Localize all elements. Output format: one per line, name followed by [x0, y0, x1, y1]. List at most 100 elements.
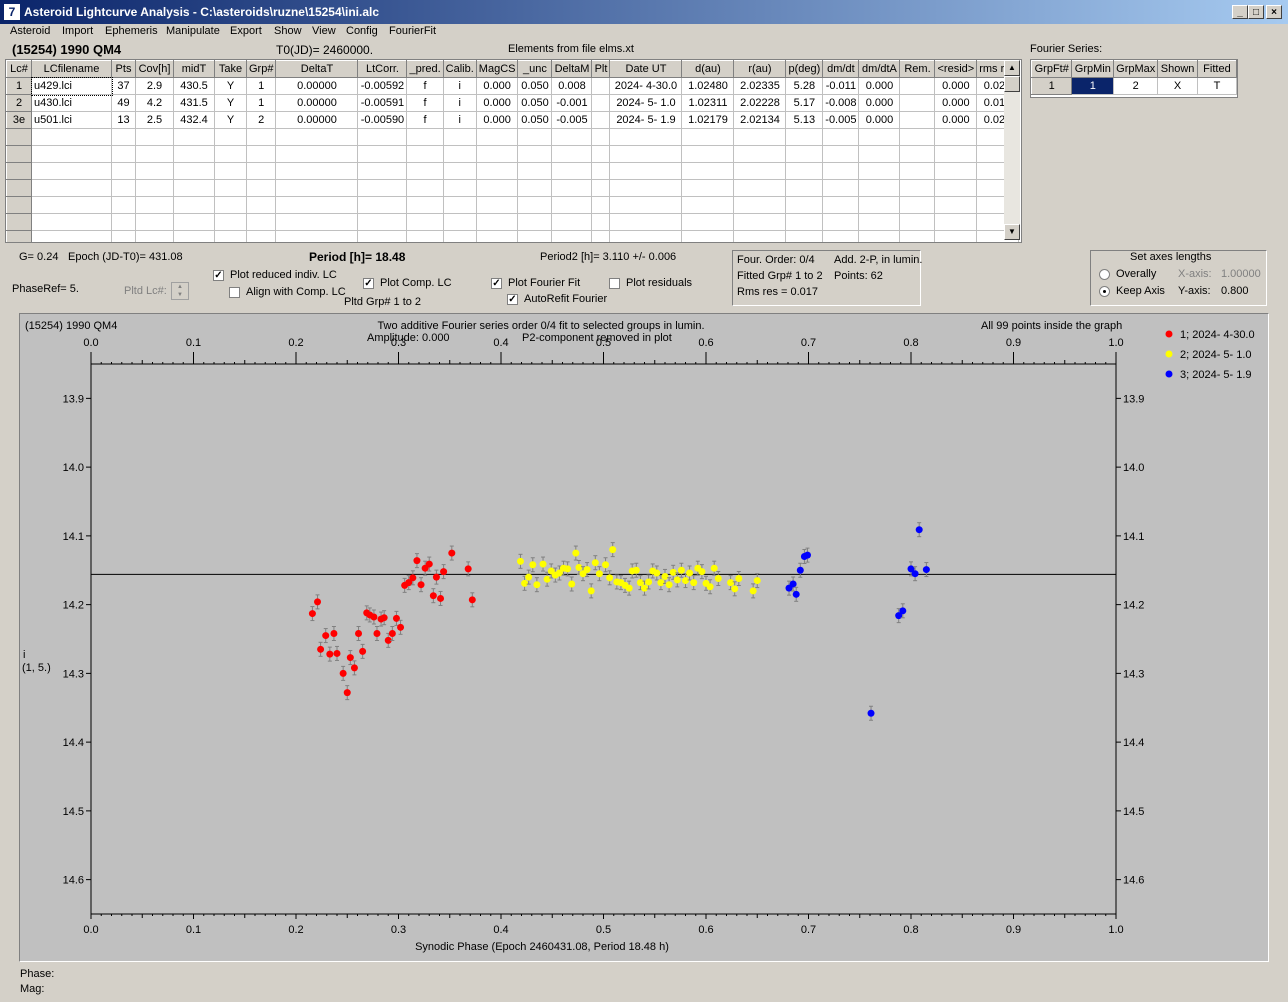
lc-cell[interactable]: i	[442, 77, 477, 95]
lc-cell[interactable]	[31, 213, 112, 231]
lc-cell[interactable]: i	[442, 94, 477, 112]
lc-row-header[interactable]	[6, 196, 32, 214]
lc-cell[interactable]	[609, 196, 683, 214]
lc-cell[interactable]: -0.00590	[357, 111, 408, 129]
lc-cell[interactable]	[173, 179, 215, 197]
lc-cell[interactable]	[406, 128, 444, 146]
lc-cell[interactable]	[135, 128, 174, 146]
lc-col-header[interactable]: midT	[173, 60, 215, 78]
lc-cell[interactable]	[135, 196, 174, 214]
lc-cell[interactable]: 0.050	[517, 111, 553, 129]
lc-cell[interactable]: -0.001	[551, 94, 593, 112]
scroll-up-icon[interactable]: ▲	[1004, 60, 1020, 76]
lc-cell[interactable]	[111, 128, 136, 146]
lc-cell[interactable]	[609, 213, 683, 231]
lc-cell[interactable]: 2.02335	[733, 77, 787, 95]
lc-cell[interactable]	[245, 128, 277, 146]
lc-cell[interactable]	[517, 145, 553, 163]
lc-cell[interactable]	[899, 94, 936, 112]
lc-cell[interactable]	[899, 111, 936, 129]
lc-row-header[interactable]	[6, 230, 32, 242]
lc-cell[interactable]	[275, 179, 359, 197]
lc-cell[interactable]	[406, 162, 444, 180]
maximize-button[interactable]: □	[1248, 5, 1264, 19]
lc-cell[interactable]	[31, 162, 112, 180]
lc-cell[interactable]	[899, 77, 936, 95]
lc-cell[interactable]	[934, 145, 978, 163]
lc-cell[interactable]: -0.008	[822, 94, 860, 112]
lc-cell[interactable]: 49	[111, 94, 136, 112]
lc-col-header[interactable]: dm/dt	[822, 60, 860, 78]
lc-cell[interactable]	[934, 213, 978, 231]
fourier-cell[interactable]: T	[1196, 77, 1237, 95]
lc-cell[interactable]	[475, 196, 519, 214]
lc-cell[interactable]	[785, 128, 824, 146]
lc-cell[interactable]	[31, 196, 112, 214]
lc-col-header[interactable]: Date UT	[609, 60, 683, 78]
lc-cell[interactable]	[135, 179, 174, 197]
lc-cell[interactable]	[858, 179, 901, 197]
lc-cell[interactable]	[551, 162, 593, 180]
lc-cell[interactable]	[135, 162, 174, 180]
lc-cell[interactable]	[442, 145, 477, 163]
lc-cell[interactable]: 5.17	[785, 94, 824, 112]
lc-cell[interactable]	[591, 213, 611, 231]
lc-cell[interactable]	[681, 179, 735, 197]
lc-col-header[interactable]: _pred.	[406, 60, 444, 78]
lc-row-header[interactable]: 2	[6, 94, 32, 112]
fourier-col-header[interactable]: GrpMax	[1113, 60, 1159, 78]
lc-cell[interactable]	[681, 196, 735, 214]
lc-cell[interactable]	[275, 162, 359, 180]
lc-cell[interactable]	[899, 230, 936, 242]
lc-cell[interactable]	[551, 145, 593, 163]
lc-cell[interactable]	[934, 162, 978, 180]
lc-cell[interactable]: 4.2	[135, 94, 174, 112]
lc-col-header[interactable]: r(au)	[733, 60, 787, 78]
lightcurve-plot[interactable]: 0.0 0.0 0.1 0.1 0.2 0.2 0.3 0.3 0.4 0.4 0.5 0.5 0.6 0…	[20, 314, 1268, 961]
lc-cell[interactable]	[591, 162, 611, 180]
lc-col-header[interactable]: Rem.	[899, 60, 936, 78]
lc-cell[interactable]: 2024- 5- 1.0	[609, 94, 683, 112]
lc-table-row[interactable]: 3e u501.lci 13 2.5 432.4 Y 2 0.00000 -0.00590 f i 0…	[6, 111, 1019, 129]
lc-cell[interactable]	[475, 128, 519, 146]
menu-config[interactable]: Config	[346, 25, 378, 37]
lc-row-header[interactable]: 1	[6, 77, 32, 95]
lc-cell[interactable]: Y	[214, 94, 247, 112]
lc-cell[interactable]	[733, 230, 787, 242]
lc-cell[interactable]	[858, 196, 901, 214]
lc-table-row[interactable]: 2 u430.lci 49 4.2 431.5 Y 1 0.00000 -0.00591 f i 0.…	[6, 94, 1019, 112]
lc-cell[interactable]: 0.000	[858, 77, 901, 95]
lc-row-header[interactable]: 3e	[6, 111, 32, 129]
lc-cell[interactable]	[517, 196, 553, 214]
close-button[interactable]: ×	[1266, 5, 1282, 19]
lc-row-header[interactable]	[6, 179, 32, 197]
lc-cell[interactable]	[31, 128, 112, 146]
lc-cell[interactable]: 1	[245, 94, 277, 112]
menu-show[interactable]: Show	[274, 25, 302, 37]
lc-cell[interactable]	[822, 162, 860, 180]
lc-cell[interactable]	[214, 128, 247, 146]
lc-table-row[interactable]	[6, 145, 1019, 163]
lc-cell[interactable]	[733, 213, 787, 231]
autorefit-checkbox[interactable]: ✓	[507, 294, 518, 305]
lc-cell[interactable]	[591, 179, 611, 197]
lc-cell[interactable]	[111, 213, 136, 231]
lc-cell[interactable]: 430.5	[173, 77, 215, 95]
menu-ephemeris[interactable]: Ephemeris	[105, 25, 158, 37]
lc-cell[interactable]	[899, 128, 936, 146]
lc-cell[interactable]	[899, 196, 936, 214]
lc-row-header[interactable]	[6, 145, 32, 163]
lc-col-header[interactable]: <resid>	[934, 60, 978, 78]
lc-col-header[interactable]: LtCorr.	[357, 60, 408, 78]
lc-cell[interactable]: f	[406, 77, 444, 95]
lc-cell[interactable]	[406, 179, 444, 197]
app-icon[interactable]: 7	[4, 4, 20, 20]
lc-cell[interactable]	[275, 128, 359, 146]
lc-cell[interactable]	[31, 230, 112, 242]
lc-cell[interactable]	[591, 145, 611, 163]
plot-panel[interactable]: 0.0 0.0 0.1 0.1 0.2 0.2 0.3 0.3 0.4 0.4 0.5 0.5 0.6 0…	[19, 313, 1269, 962]
lc-cell[interactable]	[357, 179, 408, 197]
lc-cell[interactable]: i	[442, 111, 477, 129]
lc-cell[interactable]	[357, 230, 408, 242]
lc-cell[interactable]	[111, 196, 136, 214]
